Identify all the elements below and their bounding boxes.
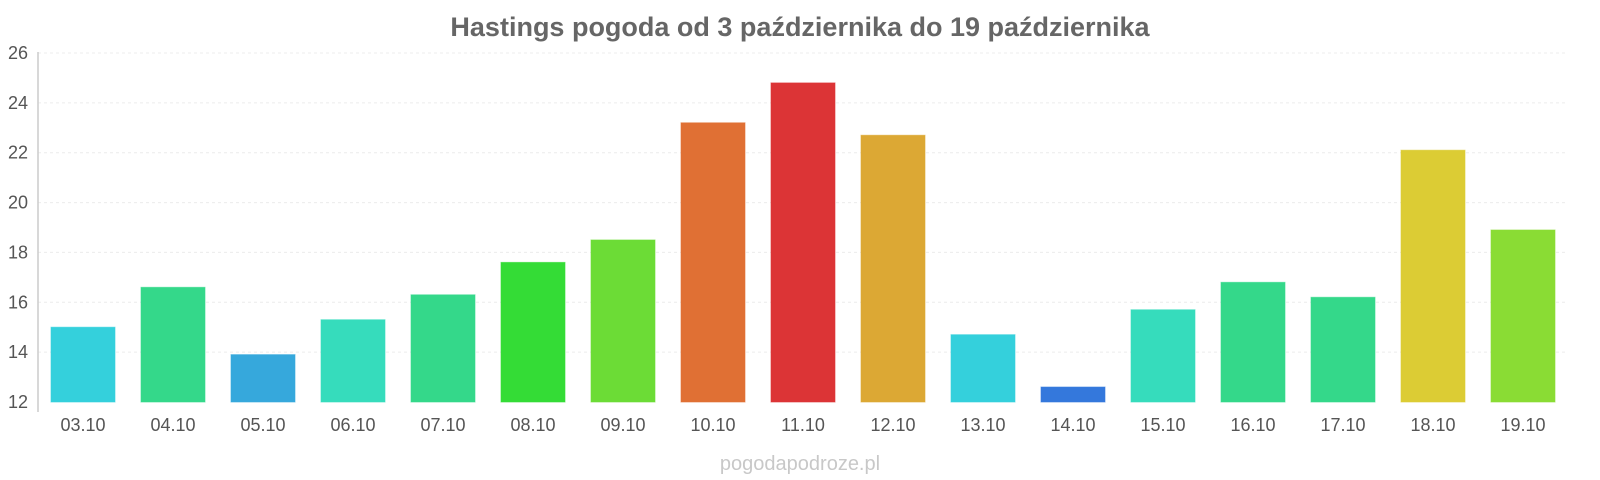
x-tick-label: 07.10 [420, 415, 465, 435]
x-tick-label: 17.10 [1320, 415, 1365, 435]
x-tick-label: 15.10 [1140, 415, 1185, 435]
y-tick-label: 12 [8, 392, 28, 412]
bar-18.10 [1400, 149, 1466, 403]
y-tick-label: 22 [8, 143, 28, 163]
y-tick-label: 20 [8, 193, 28, 213]
y-tick-label: 24 [8, 93, 28, 113]
x-tick-label: 03.10 [60, 415, 105, 435]
bar-09.10 [590, 239, 656, 403]
x-tick-label: 06.10 [330, 415, 375, 435]
bar-15.10 [1130, 309, 1196, 403]
x-tick-label: 08.10 [510, 415, 555, 435]
x-tick-label: 11.10 [781, 415, 825, 435]
bar-07.10 [410, 294, 476, 403]
bar-14.10 [1040, 386, 1106, 403]
y-tick-label: 14 [8, 342, 28, 362]
bar-12.10 [860, 134, 926, 403]
bar-17.10 [1310, 296, 1376, 403]
bar-13.10 [950, 334, 1016, 403]
bar-06.10 [320, 319, 386, 403]
y-tick-label: 26 [8, 43, 28, 63]
x-tick-label: 18.10 [1410, 415, 1455, 435]
y-tick-label: 16 [8, 292, 28, 312]
x-axis-ticks: 03.10 04.10 05.10 06.10 07.10 08.10 09.10 10.10… [60, 415, 1545, 435]
bar-11.10 [770, 82, 836, 403]
bar-05.10 [230, 354, 296, 403]
bar-16.10 [1220, 281, 1286, 403]
x-tick-label: 16.10 [1230, 415, 1275, 435]
x-tick-label: 10.10 [690, 415, 735, 435]
chart-title: Hastings pogoda od 3 października do 19 … [450, 12, 1150, 42]
x-tick-label: 04.10 [150, 415, 195, 435]
bar-03.10 [50, 326, 116, 403]
source-watermark: pogodapodroze.pl [720, 453, 880, 475]
x-tick-label: 19.10 [1500, 415, 1545, 435]
x-tick-label: 14.10 [1050, 415, 1095, 435]
bar-19.10 [1490, 229, 1556, 403]
x-tick-label: 09.10 [600, 415, 645, 435]
bar-08.10 [500, 261, 566, 403]
x-tick-label: 05.10 [240, 415, 285, 435]
bar-10.10 [680, 122, 746, 403]
x-tick-label: 12.10 [870, 415, 915, 435]
bars [50, 82, 1556, 403]
x-tick-label: 13.10 [960, 415, 1005, 435]
y-axis-ticks: 12 14 16 18 20 22 24 26 [8, 43, 28, 412]
y-tick-label: 18 [8, 242, 28, 262]
bar-04.10 [140, 286, 206, 403]
